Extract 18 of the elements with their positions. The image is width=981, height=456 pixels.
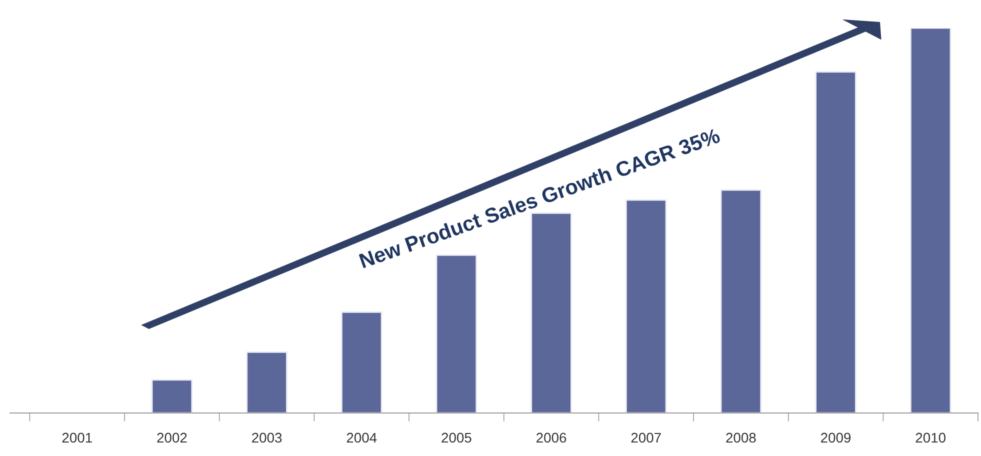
x-tick-label: 2002 bbox=[157, 432, 187, 443]
bar bbox=[151, 379, 193, 413]
x-tick-label: 2004 bbox=[346, 432, 377, 443]
x-tick-label: 2009 bbox=[821, 432, 851, 443]
bar bbox=[720, 189, 762, 413]
x-tick-label: 2008 bbox=[726, 432, 756, 443]
x-tick-label: 2006 bbox=[536, 432, 566, 443]
x-tick-label: 2007 bbox=[631, 432, 661, 443]
bar bbox=[341, 311, 382, 413]
bar bbox=[436, 254, 478, 413]
x-tick-label: 2005 bbox=[442, 432, 472, 443]
x-tick-label: 2001 bbox=[62, 432, 92, 443]
bar bbox=[246, 351, 288, 413]
bar bbox=[625, 199, 667, 413]
bar bbox=[910, 28, 952, 413]
bar bbox=[815, 71, 856, 413]
x-tick-label: 2010 bbox=[916, 432, 946, 443]
x-tick-label: 2003 bbox=[252, 432, 282, 443]
